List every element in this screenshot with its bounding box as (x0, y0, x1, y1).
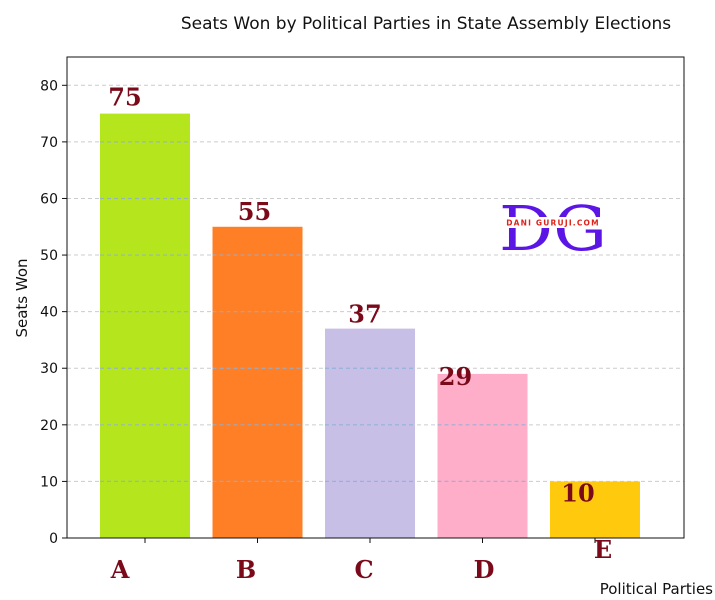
y-tick-label: 50 (40, 248, 58, 264)
bars (100, 113, 640, 539)
value-labels: 75 55 37 29 10 (108, 83, 594, 508)
value-label: 55 (238, 197, 271, 226)
x-axis: A B C D E (110, 535, 612, 584)
x-tick-label: C (354, 555, 373, 584)
value-label: 10 (561, 478, 594, 507)
plot-frame (66, 56, 685, 539)
x-tick-label: A (110, 555, 130, 584)
y-axis: 0 10 20 30 40 50 60 70 80 (40, 78, 67, 547)
x-tick-label: D (474, 555, 495, 584)
y-tick-label: 60 (40, 191, 58, 207)
value-label: 37 (348, 300, 381, 329)
y-tick-label: 70 (40, 135, 58, 151)
bar (550, 481, 640, 538)
bar (212, 226, 303, 538)
y-tick-label: 0 (49, 531, 58, 547)
bar (437, 373, 528, 538)
value-label: 29 (439, 362, 472, 391)
x-tick-label: B (236, 555, 256, 584)
watermark-logo: DG DANI GURUJI.COM (499, 192, 607, 265)
y-tick-label: 80 (40, 78, 58, 94)
y-tick-label: 10 (40, 474, 58, 490)
watermark-text: DANI GURUJI.COM (506, 219, 600, 228)
chart-title: Seats Won by Political Parties in State … (181, 14, 671, 34)
y-tick-label: 40 (40, 305, 58, 321)
value-label: 75 (108, 83, 141, 112)
bar (325, 328, 415, 538)
bar (100, 113, 190, 539)
x-axis-label: Political Parties (600, 580, 713, 598)
y-tick-label: 30 (40, 361, 58, 377)
y-axis-label: Seats Won (13, 258, 31, 337)
x-tick-label: E (594, 535, 612, 564)
watermark-letters: DG (499, 192, 607, 265)
y-tick-label: 20 (40, 418, 58, 434)
watermark-text-backdrop (503, 217, 603, 228)
